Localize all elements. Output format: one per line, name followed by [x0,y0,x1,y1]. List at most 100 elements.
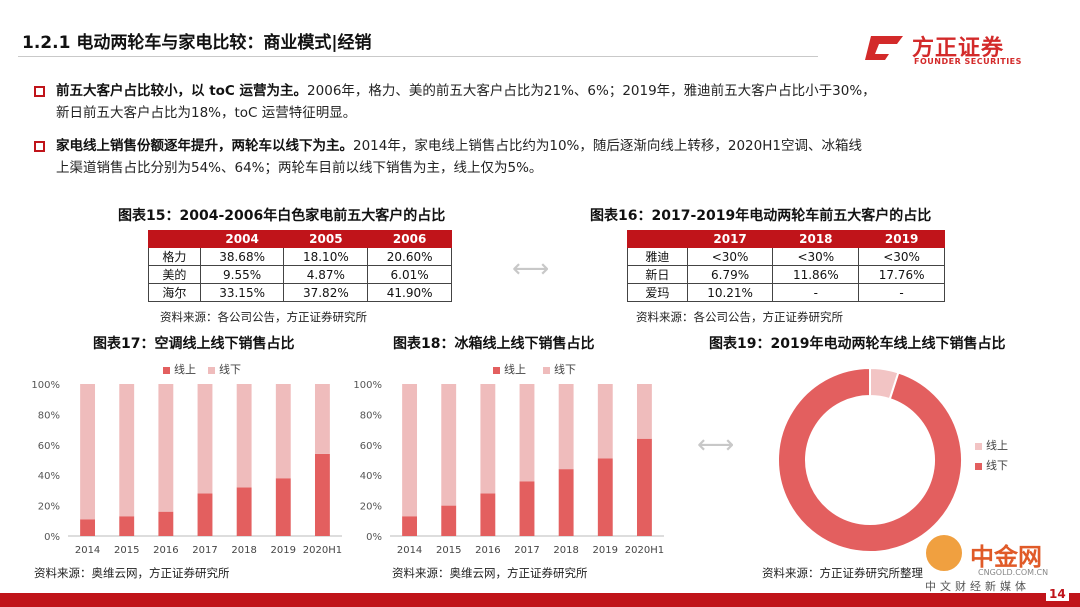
table-cell: - [772,283,860,302]
bar-segment-online [236,487,252,536]
x-tick-label: 2014 [397,545,422,556]
table16-header-2018: 2018 [772,230,860,248]
y-tick-label: 20% [360,502,382,513]
legend-label: 线下 [219,363,241,376]
logo-en-text: FOUNDER SECURITIES [914,57,1022,66]
bar-segment-online [275,478,291,536]
table-cell: 10.21% [686,283,774,302]
x-tick-label: 2017 [514,545,539,556]
x-tick-label: 2017 [192,545,217,556]
table-cell: 6.79% [686,265,774,284]
y-tick-label: 20% [38,502,60,513]
chart18-legend-offline: 线下 [543,361,576,377]
chart18-legend-online: 线上 [493,361,526,377]
bullet-2-text-cont: 上渠道销售占比分别为54%、64%；两轮车目前以线下销售为主，线上仅为5%。 [56,160,543,176]
y-tick-label: 60% [38,441,60,452]
table15-header-2005: 2005 [283,230,369,248]
x-tick-label: 2015 [114,545,139,556]
bullet-2-lead: 家电线上销售份额逐年提升，两轮车以线下为主。 [56,138,353,154]
y-tick-label: 40% [360,471,382,482]
table15-header-corner [148,230,201,248]
table-row: 海尔 33.15% 37.82% 41.90% [148,283,452,302]
bullet-2-text: 2014年，家电线上销售占比约为10%，随后逐渐向线上转移，2020H1空调、冰… [353,138,862,154]
table-cell: - [858,283,945,302]
table-cell: 6.01% [367,265,452,284]
table-cell: 38.68% [199,247,285,266]
table15-source: 资料来源：各公司公告，方正证券研究所 [160,310,367,324]
y-tick-label: 100% [353,380,382,391]
legend-swatch-icon [163,366,170,374]
bar-segment-online [314,453,330,536]
bar-segment-offline [275,384,291,479]
chart19-legend-online: 线上 [975,437,1008,453]
bar-segment-online [519,481,535,536]
legend-swatch-icon [543,366,550,374]
bar-segment-online [197,493,213,536]
bullet-box-icon [34,141,45,152]
page-number: 14 [1046,587,1069,601]
y-tick-label: 0% [366,532,382,543]
watermark-cn: 中金网 [970,543,1042,571]
chart18-title: 图表18：冰箱线上线下销售占比 [393,336,595,352]
page-title: 1.2.1 电动两轮车与家电比较：商业模式|经销 [22,33,372,53]
table15-header-2004: 2004 [199,230,285,248]
bar-segment-offline [119,384,135,517]
y-tick-label: 60% [360,441,382,452]
table-row: 爱玛 10.21% - - [627,283,945,302]
y-tick-label: 0% [44,532,60,543]
bullet-box-icon [34,86,45,97]
table-cell: 17.76% [858,265,945,284]
page-header: 1.2.1 电动两轮车与家电比较：商业模式|经销 方正证券 FOUNDER SE… [0,0,1080,70]
x-tick-label: 2016 [153,545,178,556]
table-row: 美的 9.55% 4.87% 6.01% [148,265,452,284]
table-cell: 11.86% [772,265,860,284]
y-tick-label: 40% [38,471,60,482]
table16-title: 图表16：2017-2019年电动两轮车前五大客户的占比 [590,208,932,224]
bar-segment-offline [558,384,574,470]
chart17-source: 资料来源：奥维云网，方正证券研究所 [34,566,230,580]
bar-segment-offline [480,384,496,494]
bar-segment-offline [636,384,652,439]
legend-swatch-icon [208,366,215,374]
watermark-sub: 中文财经新媒体 [925,580,1030,593]
table-cell: 41.90% [367,283,452,302]
footer-bar [0,593,1080,607]
table-cell: 37.82% [283,283,369,302]
bar-segment-offline [314,384,330,454]
bullet-1-lead: 前五大客户占比较小，以 toC 运营为主。 [56,83,308,99]
bar-segment-online [402,516,418,536]
x-tick-label: 2015 [436,545,461,556]
bar-segment-online [558,469,574,536]
legend-swatch-icon [493,366,500,374]
bar-segment-offline [80,384,96,520]
table-cell: 18.10% [283,247,369,266]
chart19-donut [777,366,963,553]
table-cell: 9.55% [199,265,285,284]
header-divider [18,56,818,57]
founder-logo-icon [865,36,903,60]
x-tick-label: 2020H1 [303,545,342,556]
double-arrow-icon: ⟷ [697,430,735,460]
table-cell: 格力 [148,247,201,266]
chart19-source: 资料来源：方正证券研究所整理 [762,566,923,580]
bar-segment-online [636,438,652,536]
table-cell: 美的 [148,265,201,284]
watermark-en: CNGOLD.COM.CN [978,568,1049,577]
table-cell: 4.87% [283,265,369,284]
table-cell: 爱玛 [627,283,688,302]
bar-segment-offline [597,384,613,459]
chart18-source: 资料来源：奥维云网，方正证券研究所 [392,566,588,580]
x-tick-label: 2018 [553,545,578,556]
chart17-legend-offline: 线下 [208,361,241,377]
bar-segment-online [441,505,457,536]
bar-segment-offline [158,384,174,512]
bar-segment-online [597,458,613,536]
table-row: 格力 38.68% 18.10% 20.60% [148,247,452,266]
double-arrow-icon: ⟷ [512,254,550,284]
y-tick-label: 100% [31,380,60,391]
table15-title: 图表15：2004-2006年白色家电前五大客户的占比 [118,208,446,224]
table15: 2004 2005 2006 格力 38.68% 18.10% 20.60% 美… [148,230,452,302]
table-cell: <30% [686,247,774,266]
chart17-legend-online: 线上 [163,361,196,377]
bar-segment-online [119,516,135,536]
